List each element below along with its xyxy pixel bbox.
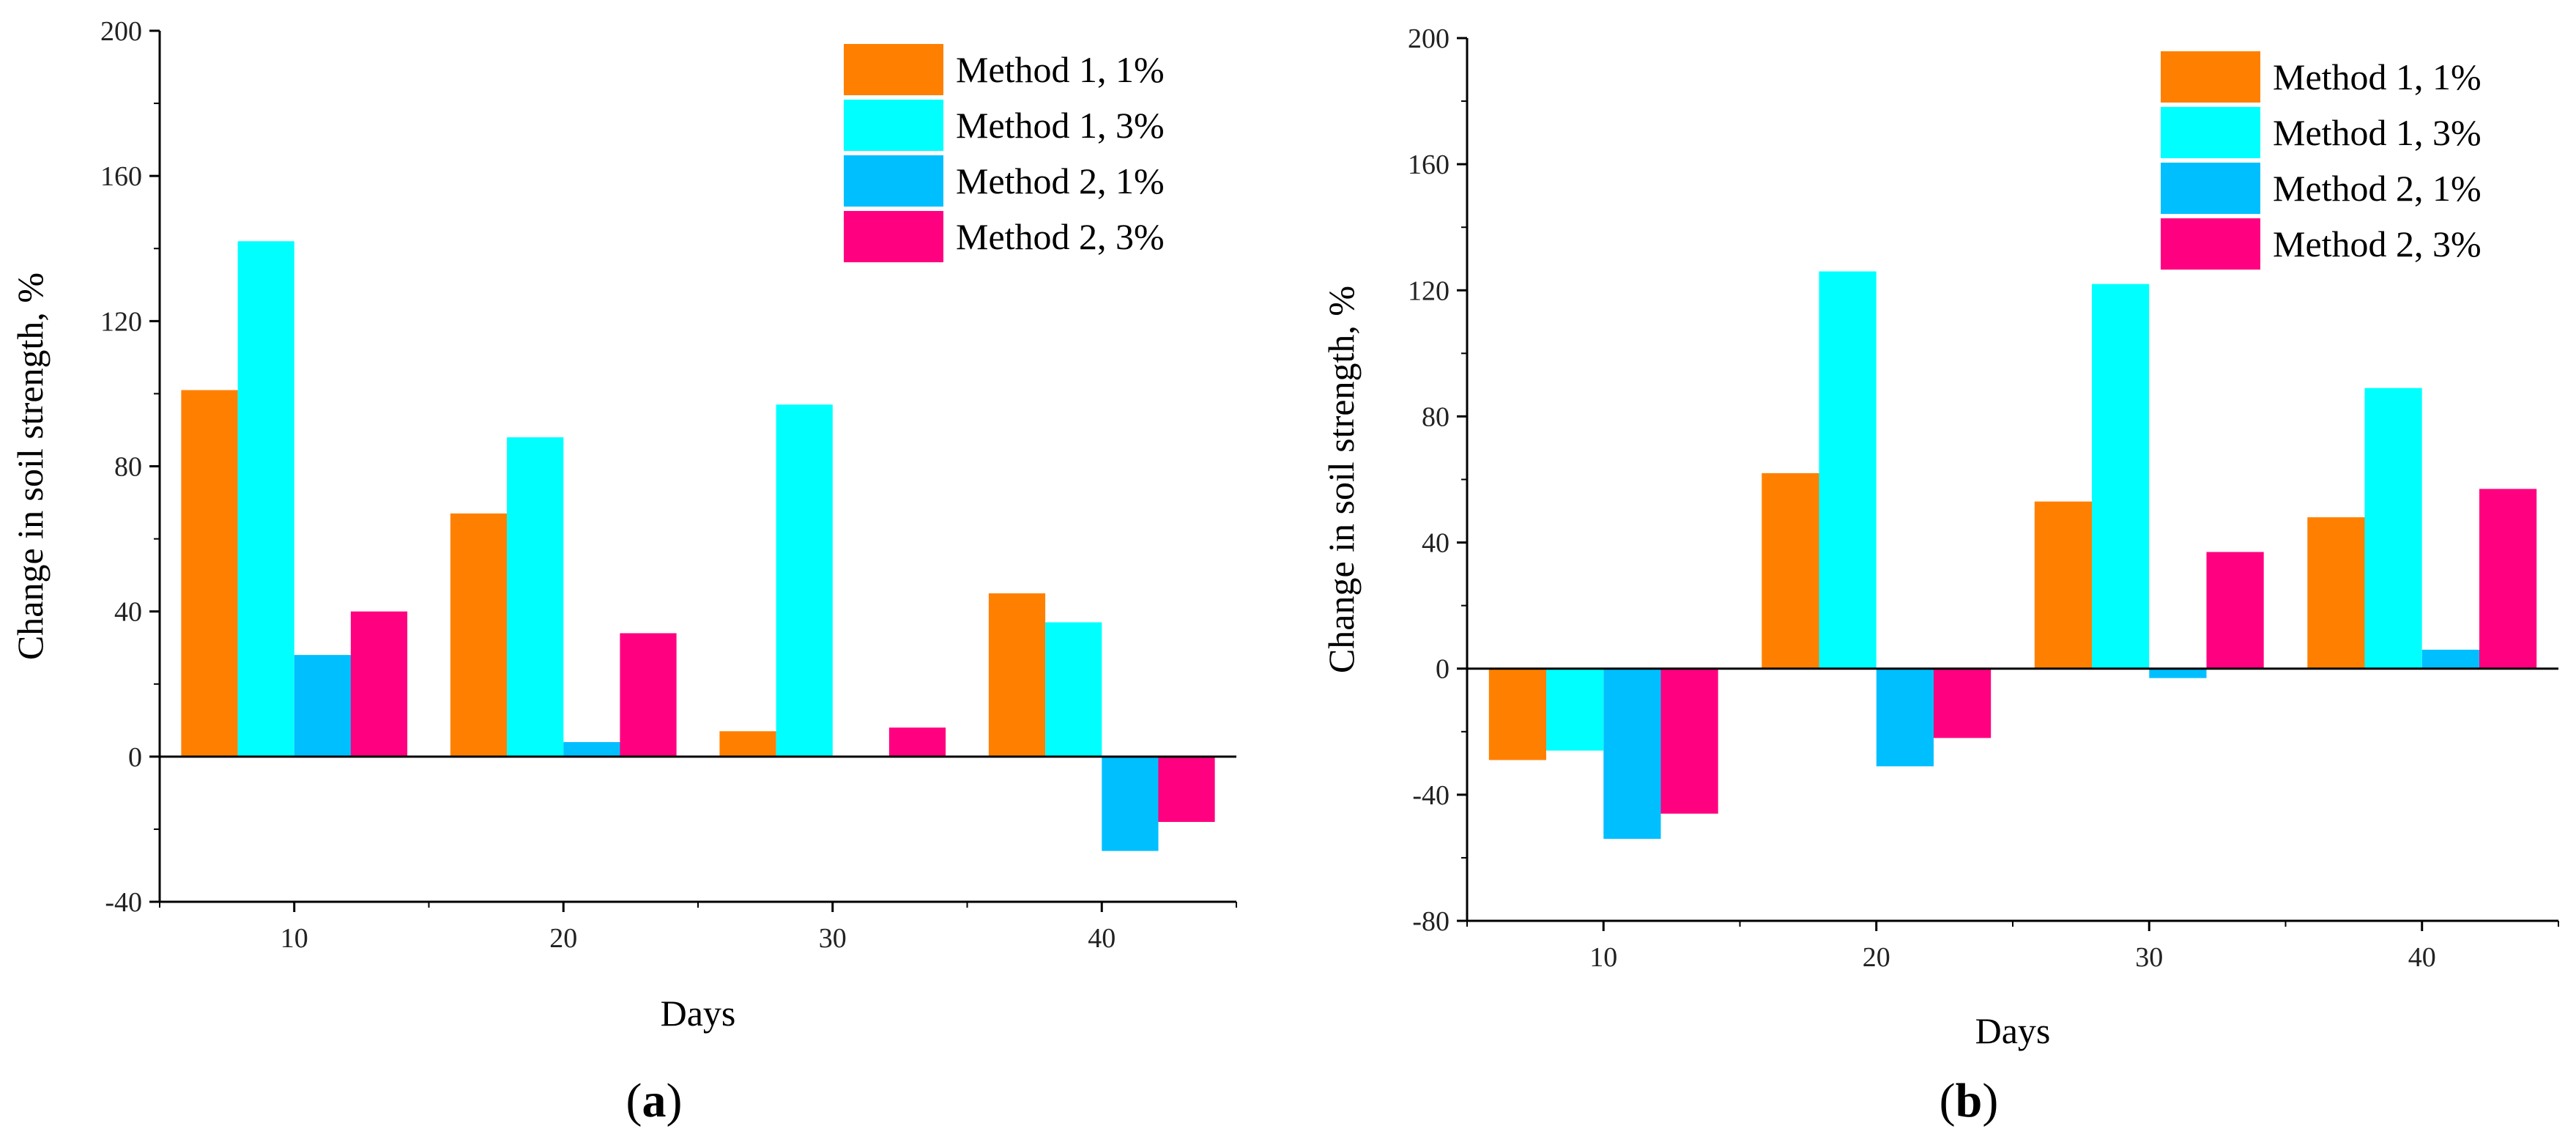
legend-swatch: [844, 100, 943, 151]
legend-swatch: [844, 44, 943, 95]
legend: Method 1, 1% Method 1, 3% Method 2, 1% Meth…: [2161, 51, 2482, 270]
bar-a-s4-40: [1158, 756, 1215, 822]
x-tick-label: 20: [1863, 942, 1890, 973]
legend-swatch: [2161, 51, 2260, 103]
bar-b-s1-30: [2034, 501, 2092, 669]
bar-b-s2-30: [2092, 284, 2150, 669]
panel-label: (a): [626, 1074, 683, 1127]
bar-a-s2-30: [776, 404, 833, 757]
y-tick-label: 200: [100, 16, 142, 47]
legend-label: Method 1, 1%: [956, 49, 1165, 90]
legend-label: Method 1, 3%: [2273, 112, 2482, 153]
y-tick-label: 120: [1408, 275, 1450, 306]
legend-label: Method 2, 3%: [956, 216, 1165, 257]
bar-a-s4-10: [350, 611, 408, 757]
y-tick-label: 0: [1436, 654, 1450, 685]
legend-swatch: [844, 211, 943, 262]
bar-b-s4-30: [2206, 552, 2264, 669]
bar-b-s4-20: [1934, 668, 1992, 738]
legend: Method 1, 1% Method 1, 3% Method 2, 1% Meth…: [844, 44, 1165, 262]
bar-a-s1-40: [988, 593, 1046, 757]
x-tick-label: 30: [819, 923, 847, 954]
legend-label: Method 1, 1%: [2273, 56, 2482, 97]
bar-a-s3-20: [563, 742, 620, 757]
y-axis-title: Change in soil strength, %: [10, 273, 51, 660]
bar-a-s3-10: [294, 655, 351, 757]
y-tick-label: 80: [114, 452, 142, 483]
bar-a-s2-10: [237, 241, 294, 757]
legend-swatch: [2161, 163, 2260, 214]
y-tick-label: 40: [114, 597, 142, 628]
x-tick-label: 40: [1088, 923, 1116, 954]
bar-a-s1-10: [181, 390, 238, 757]
y-tick-label: 120: [100, 306, 142, 337]
bar-b-s4-40: [2479, 489, 2537, 669]
legend-label: Method 2, 3%: [2273, 223, 2482, 264]
y-tick-label: 160: [100, 161, 142, 192]
x-tick-label: 20: [549, 923, 577, 954]
bar-b-s1-40: [2307, 517, 2365, 669]
bar-a-s2-20: [507, 437, 564, 757]
bar-b-s3-20: [1876, 668, 1934, 767]
chart-panel-b: -80 -40 0 40 80 120 160 200 10 20 30 40 Days Change i…: [1321, 23, 2559, 1127]
bar-b-s4-10: [1660, 668, 1718, 814]
bar-a-s1-20: [450, 513, 508, 757]
y-tick-label: 80: [1422, 401, 1450, 432]
x-tick-label: 30: [2135, 942, 2163, 973]
x-tick-label: 40: [2408, 942, 2436, 973]
bar-b-s1-10: [1488, 668, 1546, 760]
bar-b-s3-10: [1603, 668, 1661, 840]
bar-b-s1-20: [1762, 473, 1819, 669]
chart-panel-a: -40 0 40 80 120 160 200 10 20 30 40 Days Change in s…: [10, 16, 1237, 1127]
bar-b-s2-10: [1546, 668, 1604, 751]
x-axis-title: Days: [661, 993, 736, 1034]
bar-a-s4-20: [620, 633, 677, 757]
legend-swatch: [844, 155, 943, 207]
bar-b-s3-30: [2149, 668, 2207, 678]
y-axis-title: Change in soil strength, %: [1321, 286, 1362, 673]
bar-b-s3-40: [2421, 649, 2479, 669]
legend-swatch: [2161, 107, 2260, 158]
bar-a-s1-30: [719, 731, 776, 757]
bar-a-s4-30: [888, 727, 946, 757]
y-tick-label: 40: [1422, 528, 1450, 559]
legend-label: Method 1, 3%: [956, 105, 1165, 146]
y-tick-label: -40: [1412, 780, 1450, 811]
panel-label: (b): [1940, 1074, 1999, 1127]
y-tick-label: 200: [1408, 23, 1450, 54]
y-tick-label: 160: [1408, 149, 1450, 180]
bar-a-s2-40: [1045, 622, 1102, 757]
x-tick-label: 10: [281, 923, 308, 954]
bar-a-s3-40: [1102, 756, 1159, 851]
legend-swatch: [2161, 218, 2260, 270]
y-tick-label: 0: [128, 742, 142, 773]
bar-b-s2-40: [2364, 388, 2422, 669]
x-axis-title: Days: [1975, 1010, 2051, 1051]
legend-label: Method 2, 1%: [956, 160, 1165, 201]
bar-b-s2-20: [1819, 271, 1877, 669]
y-tick-label: -80: [1412, 906, 1450, 937]
x-tick-label: 10: [1589, 942, 1617, 973]
y-tick-label: -40: [105, 887, 142, 918]
legend-label: Method 2, 1%: [2273, 168, 2482, 209]
